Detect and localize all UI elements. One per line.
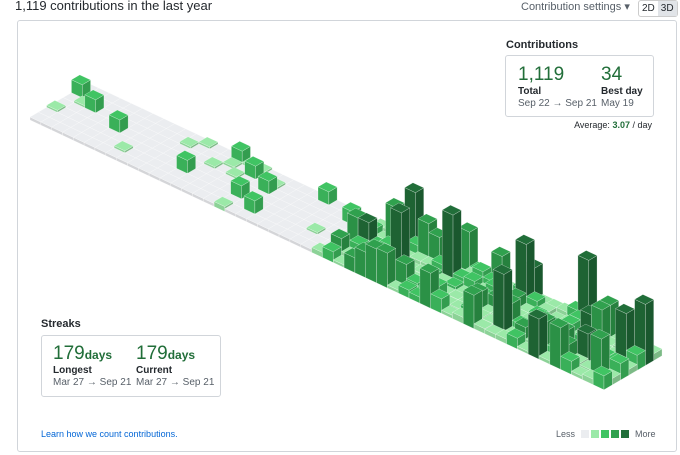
cube-face	[592, 365, 613, 377]
cube-face	[492, 268, 505, 335]
cube-face	[70, 74, 92, 86]
cube-face	[441, 209, 454, 285]
streaks-box: 179days Longest Mar 27 → Sep 21 179days …	[41, 335, 221, 397]
cube-face	[576, 323, 597, 335]
cube-face	[505, 328, 527, 339]
cube-face	[365, 243, 377, 284]
cube-face	[525, 291, 546, 302]
longest-value: 179	[53, 343, 85, 364]
streaks-title: Streaks	[41, 318, 81, 330]
longest-label: Longest	[53, 365, 92, 376]
current-range: Mar 27 → Sep 21	[136, 377, 215, 388]
cube-face	[390, 202, 411, 214]
legend-less: Less	[556, 429, 576, 439]
cube-face	[305, 222, 327, 233]
total: 1,119	[518, 64, 565, 85]
cube-face	[441, 204, 462, 216]
cube-face	[243, 190, 264, 202]
current-unit: days	[167, 348, 196, 362]
cube-face	[395, 254, 416, 265]
cube-face	[590, 299, 611, 311]
cube-face	[514, 234, 536, 245]
cube-face	[645, 299, 654, 366]
btn-2d[interactable]: 2D	[642, 3, 655, 14]
contrib-title: Contributions	[506, 39, 579, 51]
legend-swatch	[601, 430, 610, 438]
avg-label: Average:	[574, 120, 610, 130]
btn-3d[interactable]: 3D	[657, 1, 677, 16]
legend-swatch	[581, 430, 590, 438]
cube-face	[198, 136, 219, 148]
cube-face	[577, 250, 598, 261]
cube-face	[113, 140, 134, 152]
cube-face	[527, 313, 540, 360]
cube-face	[230, 140, 252, 152]
cube-face	[417, 213, 438, 225]
cube-face	[317, 181, 338, 193]
cube-face	[330, 228, 351, 239]
title: 1,119 contributions in the last year	[15, 0, 213, 13]
cube-face	[462, 285, 483, 296]
cube-face	[634, 294, 655, 305]
cube-face	[404, 182, 425, 193]
cube-face	[376, 242, 397, 254]
cube-face	[503, 269, 513, 335]
best: 34	[601, 64, 623, 85]
cube-face	[549, 317, 570, 329]
cube-face	[490, 246, 511, 257]
cube-face	[527, 308, 548, 320]
cube-face	[46, 100, 67, 111]
cube-face	[230, 175, 251, 187]
cube-face	[257, 171, 278, 182]
cube-face	[430, 288, 451, 300]
best-label: Best day	[601, 86, 643, 97]
avg-value: 3.07	[612, 120, 630, 130]
legend-swatch	[591, 430, 600, 438]
longest: 179days	[53, 343, 112, 365]
cube-face	[213, 196, 234, 207]
current-value: 179	[136, 343, 168, 364]
cube-face	[462, 289, 475, 330]
cube-face	[321, 241, 343, 253]
best-date: May 19	[601, 98, 634, 109]
cube-face	[419, 267, 431, 309]
cube-face	[108, 109, 129, 121]
cube-face	[376, 247, 388, 289]
learn-link[interactable]: Learn how we count contributions.	[41, 429, 178, 439]
current-label: Current	[136, 365, 173, 376]
total-label: Total	[518, 86, 542, 97]
avg-unit: / day	[632, 120, 652, 130]
total-range: Sep 22 → Sep 21	[518, 98, 597, 109]
cube-face	[419, 263, 440, 274]
legend-more: More	[635, 429, 656, 439]
cube-face	[84, 89, 105, 101]
cube-face	[560, 351, 581, 362]
toggle: 2D 3D	[638, 0, 678, 17]
longest-unit: days	[84, 348, 113, 362]
average: Average: 3.07 / day	[574, 120, 652, 130]
cube-face	[357, 212, 378, 224]
cube-face	[492, 264, 513, 275]
settings[interactable]: Contribution settings ▾	[521, 1, 630, 13]
cube-face	[397, 280, 418, 291]
cube-face	[625, 345, 646, 356]
current: 179days	[136, 343, 195, 365]
cube-face	[549, 322, 561, 370]
legend-swatch	[621, 430, 630, 438]
contrib-box: 1,119 Total Sep 22 → Sep 21 34 Best day …	[505, 55, 654, 117]
cube-face	[244, 155, 265, 167]
longest-range: Mar 27 → Sep 21	[53, 377, 132, 388]
legend: Less More	[556, 429, 656, 439]
cube-face	[458, 221, 479, 233]
cube-face	[590, 328, 611, 340]
cube-face	[609, 353, 630, 364]
cube-face	[176, 150, 197, 161]
legend-swatch	[611, 430, 620, 438]
